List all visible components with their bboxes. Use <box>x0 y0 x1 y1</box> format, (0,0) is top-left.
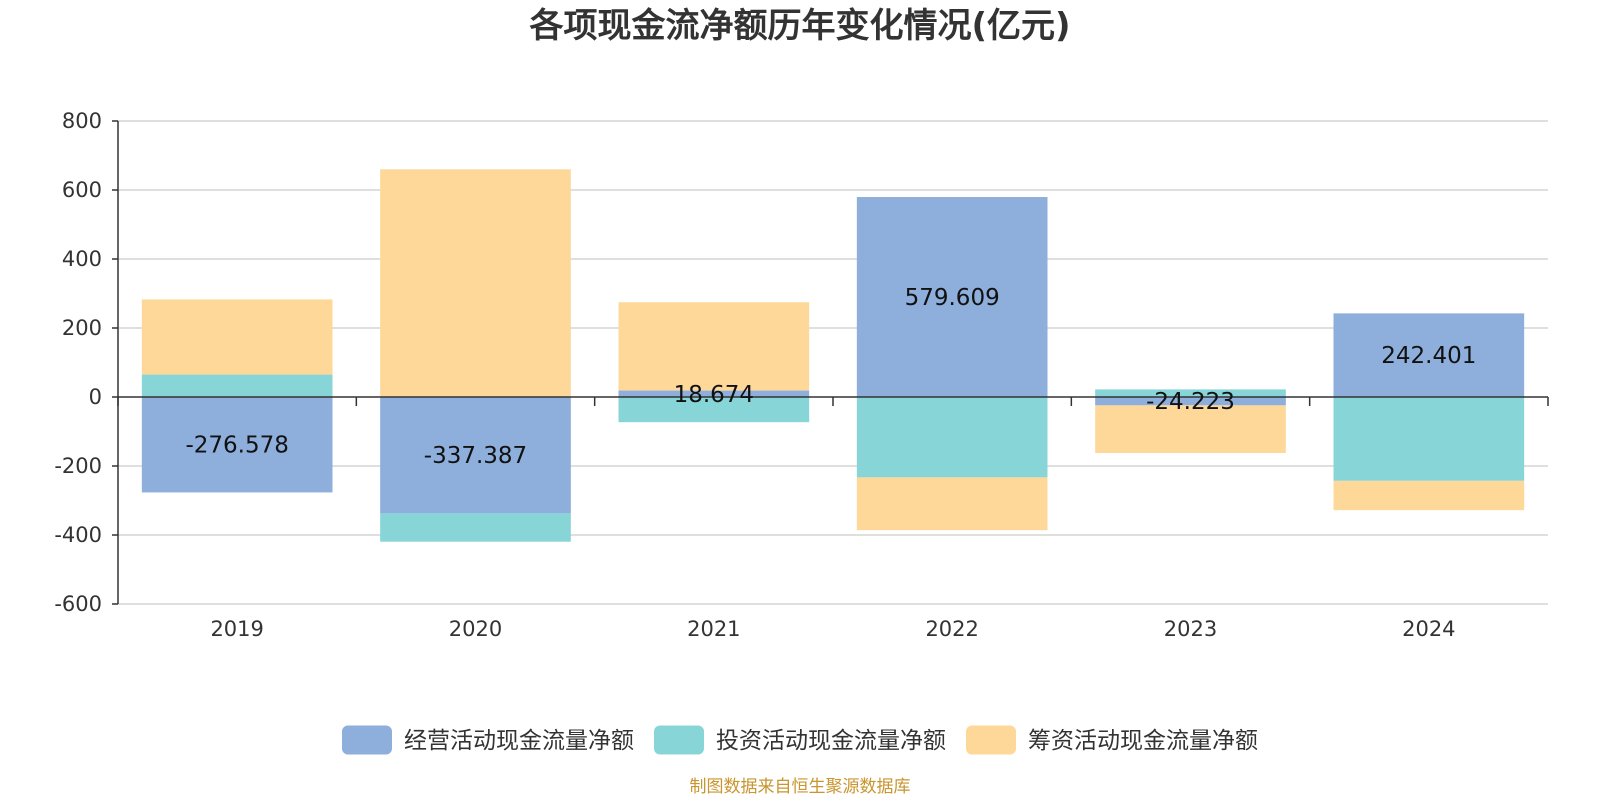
bar-1-2021[interactable] <box>618 390 810 397</box>
legend-item-3[interactable]: 筹资活动现金流量净额 <box>966 725 1258 755</box>
bar-2-2021[interactable] <box>618 397 810 423</box>
x-tick-label: 2021 <box>687 617 740 641</box>
bar-2-2019[interactable] <box>141 374 333 397</box>
y-tick-label: -200 <box>54 454 102 478</box>
bar-1-2020[interactable] <box>380 397 571 514</box>
x-axis-tick-labels: 2019 2020 2021 2022 2023 2024 <box>210 617 1455 641</box>
y-tick-label: 800 <box>62 109 102 133</box>
data-label: 18.674 <box>674 382 754 408</box>
y-tick-label: -400 <box>54 523 102 547</box>
gridlines <box>112 120 1548 605</box>
chart-title: 各项现金流净额历年变化情况(亿元) <box>529 6 1070 46</box>
legend-label: 经营活动现金流量净额 <box>404 728 634 754</box>
legend-label: 投资活动现金流量净额 <box>716 728 946 754</box>
data-label: 579.609 <box>905 285 1000 311</box>
x-tick-label: 2020 <box>449 617 502 641</box>
legend-item-1[interactable]: 经营活动现金流量净额 <box>342 725 634 755</box>
x-tick-label: 2023 <box>1164 617 1217 641</box>
bar-2-2020[interactable] <box>380 513 571 542</box>
data-label: -337.387 <box>424 443 527 469</box>
y-tick-label: 400 <box>62 247 102 271</box>
data-label: -24.223 <box>1146 389 1235 415</box>
y-tick-label: 200 <box>62 316 102 340</box>
y-tick-label: 600 <box>62 178 102 202</box>
bar-3-2024[interactable] <box>1333 480 1525 511</box>
legend-swatch <box>966 725 1016 755</box>
data-labels: -276.578 -337.387 18.674 579.609 -24.223 242.… <box>185 285 1476 469</box>
legend[interactable]: 经营活动现金流量净额 投资活动现金流量净额 筹资活动现金流量净额 <box>342 725 1258 755</box>
bar-3-2020[interactable] <box>380 169 571 397</box>
bar-1-2022[interactable] <box>856 197 1048 397</box>
bar-3-2021[interactable] <box>618 302 810 391</box>
bar-2-2023[interactable] <box>1095 389 1286 397</box>
x-tick-label: 2024 <box>1402 617 1455 641</box>
x-tick-label: 2022 <box>925 617 978 641</box>
legend-swatch <box>342 725 392 755</box>
data-label: 242.401 <box>1381 343 1476 369</box>
bar-1-2024[interactable] <box>1333 313 1525 397</box>
x-tick-label: 2019 <box>210 617 263 641</box>
bar-1-2019[interactable] <box>141 397 333 493</box>
legend-label: 筹资活动现金流量净额 <box>1028 728 1258 754</box>
bar-3-2023[interactable] <box>1095 405 1286 453</box>
bar-1-2023[interactable] <box>1095 397 1286 406</box>
source-note: 制图数据来自恒生聚源数据库 <box>690 777 911 797</box>
legend-item-2[interactable]: 投资活动现金流量净额 <box>654 725 946 755</box>
y-axis-tick-labels: 800 600 400 200 0 -200 -400 -600 <box>54 109 102 616</box>
y-tick-label: -600 <box>54 592 102 616</box>
legend-swatch <box>654 725 704 755</box>
y-tick-label: 0 <box>89 385 102 409</box>
bars <box>141 169 1525 542</box>
bar-2-2022[interactable] <box>856 397 1048 478</box>
bar-3-2019[interactable] <box>141 299 333 375</box>
bar-2-2024[interactable] <box>1333 397 1525 481</box>
axes <box>117 121 1549 604</box>
bar-3-2022[interactable] <box>856 477 1048 531</box>
data-label: -276.578 <box>185 433 288 459</box>
